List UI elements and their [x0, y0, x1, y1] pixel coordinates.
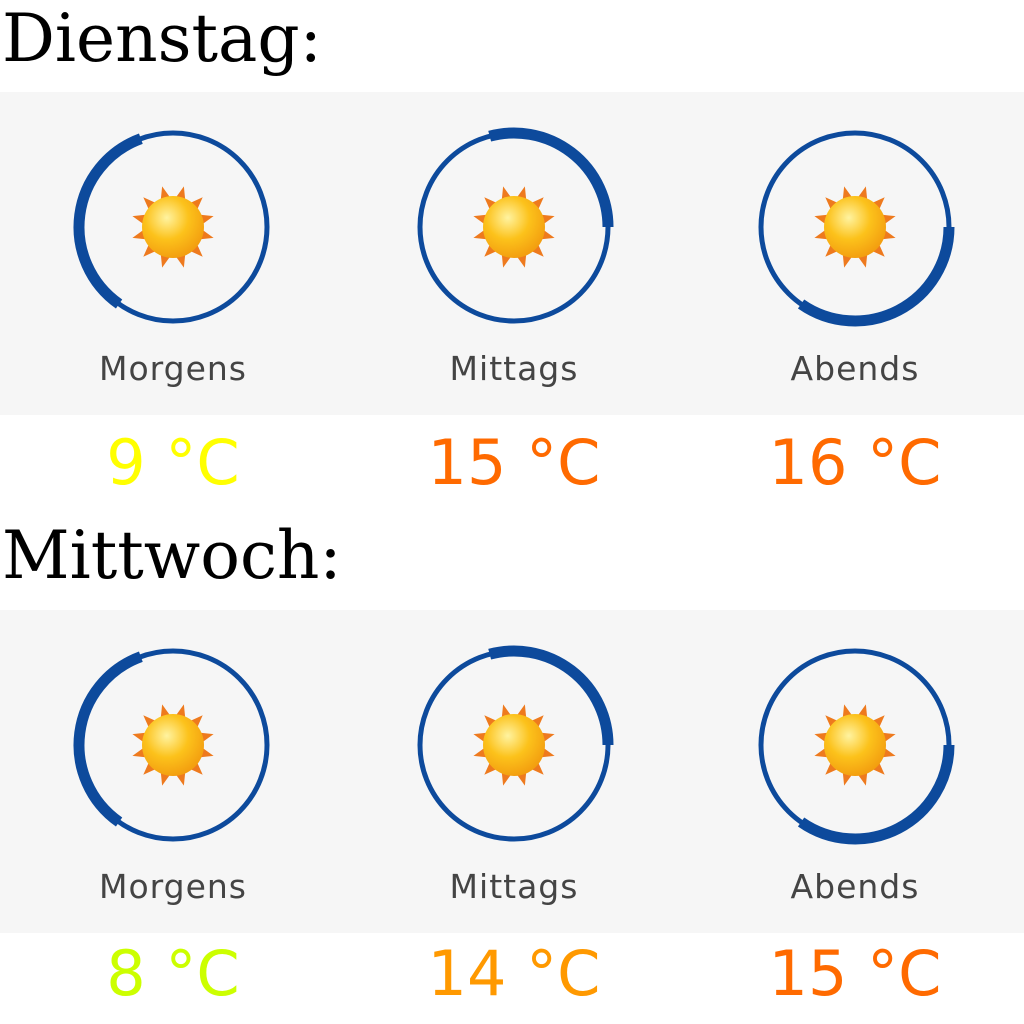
forecast-slot: Morgens: [53, 645, 293, 906]
sun-icon: [473, 186, 555, 268]
forecast-slot: Morgens: [53, 127, 293, 388]
time-of-day-label: Mittags: [449, 349, 579, 388]
sun-icon: [814, 186, 896, 268]
forecast-slot: Abends: [735, 127, 975, 388]
progress-ring: [417, 127, 614, 324]
progress-ring: [73, 648, 270, 842]
forecast-slot: Mittags: [394, 645, 634, 906]
time-of-day-label: Abends: [790, 349, 920, 388]
sun-icon: [814, 704, 896, 786]
sun-icon: [132, 186, 214, 268]
time-of-day-label: Morgens: [98, 349, 247, 388]
progress-ring: [73, 130, 270, 324]
temperature-value: 15 °C: [427, 426, 601, 499]
sun-icon: [473, 704, 555, 786]
temperature-value: 8 °C: [106, 937, 240, 1010]
progress-ring: [417, 645, 614, 842]
sun-icon: [132, 704, 214, 786]
time-of-day-label: Morgens: [98, 867, 247, 906]
forecast-slot: Abends: [735, 645, 975, 906]
temperature-value: 16 °C: [768, 426, 942, 499]
time-of-day-label: Mittags: [449, 867, 579, 906]
day-title: Dienstag:: [2, 0, 322, 77]
forecast-slot: Mittags: [394, 127, 634, 388]
time-of-day-label: Abends: [790, 867, 920, 906]
progress-ring: [758, 648, 955, 845]
progress-ring: [758, 130, 955, 327]
temperature-value: 9 °C: [106, 426, 240, 499]
temperature-value: 14 °C: [427, 937, 601, 1010]
temperature-value: 15 °C: [768, 937, 942, 1010]
day-title: Mittwoch:: [2, 517, 342, 594]
